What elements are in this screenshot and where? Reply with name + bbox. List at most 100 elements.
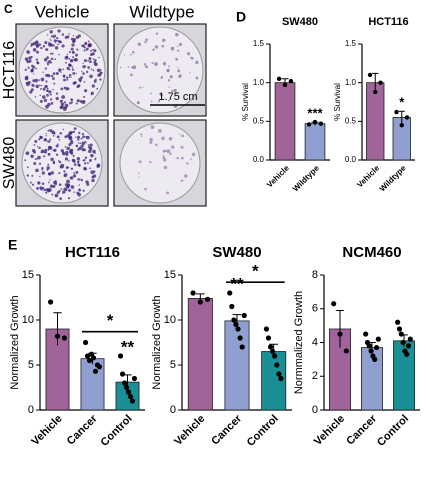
- y-axis-label: Normmalized Growth: [293, 291, 305, 394]
- colony: [49, 38, 51, 40]
- colony: [49, 93, 52, 96]
- colony: [37, 181, 41, 185]
- colony: [80, 144, 84, 148]
- y-tick-label: 0.0: [345, 155, 357, 164]
- colony: [52, 44, 55, 47]
- colony: [144, 63, 147, 66]
- data-point: [123, 384, 130, 391]
- colony: [64, 56, 69, 60]
- colony: [24, 68, 27, 71]
- colony: [195, 60, 199, 65]
- data-point: [129, 398, 136, 404]
- colony: [94, 62, 98, 67]
- colony: [71, 68, 75, 71]
- colony: [38, 79, 40, 81]
- colony: [170, 75, 172, 77]
- colony: [138, 172, 140, 174]
- colony: [59, 197, 62, 200]
- colony: [85, 180, 89, 184]
- colony: [71, 50, 75, 54]
- colony: [70, 47, 74, 51]
- data-point: [368, 348, 374, 354]
- colony: [64, 157, 69, 161]
- colony: [83, 96, 86, 99]
- colony: [26, 61, 29, 64]
- colony: [63, 78, 66, 82]
- error-bar: [372, 72, 379, 92]
- colony: [191, 152, 196, 157]
- colony: [83, 49, 86, 52]
- colony: [72, 154, 75, 157]
- colony: [162, 38, 166, 42]
- colony: [84, 140, 87, 143]
- data-point: [263, 326, 270, 332]
- colony: [49, 129, 53, 133]
- colony: [82, 189, 85, 192]
- data-point: [197, 299, 203, 305]
- colony: [69, 176, 72, 179]
- colony: [89, 60, 92, 64]
- colony: [43, 150, 48, 154]
- colony: [78, 184, 80, 186]
- dish: [116, 26, 204, 114]
- data-point: [235, 326, 241, 332]
- colony: [36, 61, 40, 65]
- colony: [35, 58, 39, 61]
- colony: [78, 131, 81, 135]
- bar: [366, 82, 385, 161]
- colony: [49, 30, 53, 34]
- panel-label: D: [236, 9, 246, 25]
- colony: [50, 171, 55, 175]
- data-point: [378, 80, 383, 85]
- colony: [43, 155, 46, 158]
- colony: [96, 87, 99, 90]
- colony: [91, 52, 95, 56]
- data-point: [90, 355, 97, 361]
- data-point: [267, 344, 274, 350]
- y-tick-label: 10: [22, 314, 34, 326]
- colony: [36, 46, 38, 48]
- colony: [66, 66, 70, 70]
- colony: [75, 144, 79, 148]
- y-axis-label: Normalized Growth: [9, 295, 21, 389]
- colony: [75, 136, 77, 138]
- colony: [31, 68, 34, 71]
- colony: [38, 146, 41, 150]
- colony: [75, 102, 78, 105]
- colony: [72, 34, 75, 37]
- colony: [59, 105, 63, 110]
- colony: [78, 77, 82, 82]
- data-point: [125, 389, 132, 395]
- colony: [32, 79, 36, 83]
- colony: [75, 170, 79, 174]
- colony: [51, 193, 54, 196]
- colony: [80, 137, 83, 140]
- colony: [46, 56, 49, 59]
- colony: [73, 172, 76, 174]
- colony: [34, 158, 37, 161]
- colony: [35, 67, 37, 70]
- colony: [52, 37, 54, 39]
- colony: [90, 91, 95, 95]
- bar: [187, 297, 213, 411]
- colony: [98, 56, 100, 59]
- colony: [33, 161, 37, 166]
- colony: [87, 40, 90, 43]
- data-point: [237, 335, 243, 341]
- colony: [82, 65, 86, 69]
- colony: [154, 143, 158, 147]
- colony: [46, 34, 49, 36]
- colony: [47, 42, 52, 47]
- colony: [70, 139, 72, 141]
- colony: [40, 84, 43, 87]
- data-point: [96, 364, 103, 370]
- colony: [24, 76, 29, 81]
- colony: [76, 157, 81, 161]
- data-point: [241, 312, 247, 319]
- data-point: [231, 317, 237, 323]
- colony: [47, 148, 50, 151]
- colony: [51, 132, 53, 135]
- colony: [56, 39, 58, 42]
- colony: [58, 183, 62, 186]
- colony: [132, 51, 135, 54]
